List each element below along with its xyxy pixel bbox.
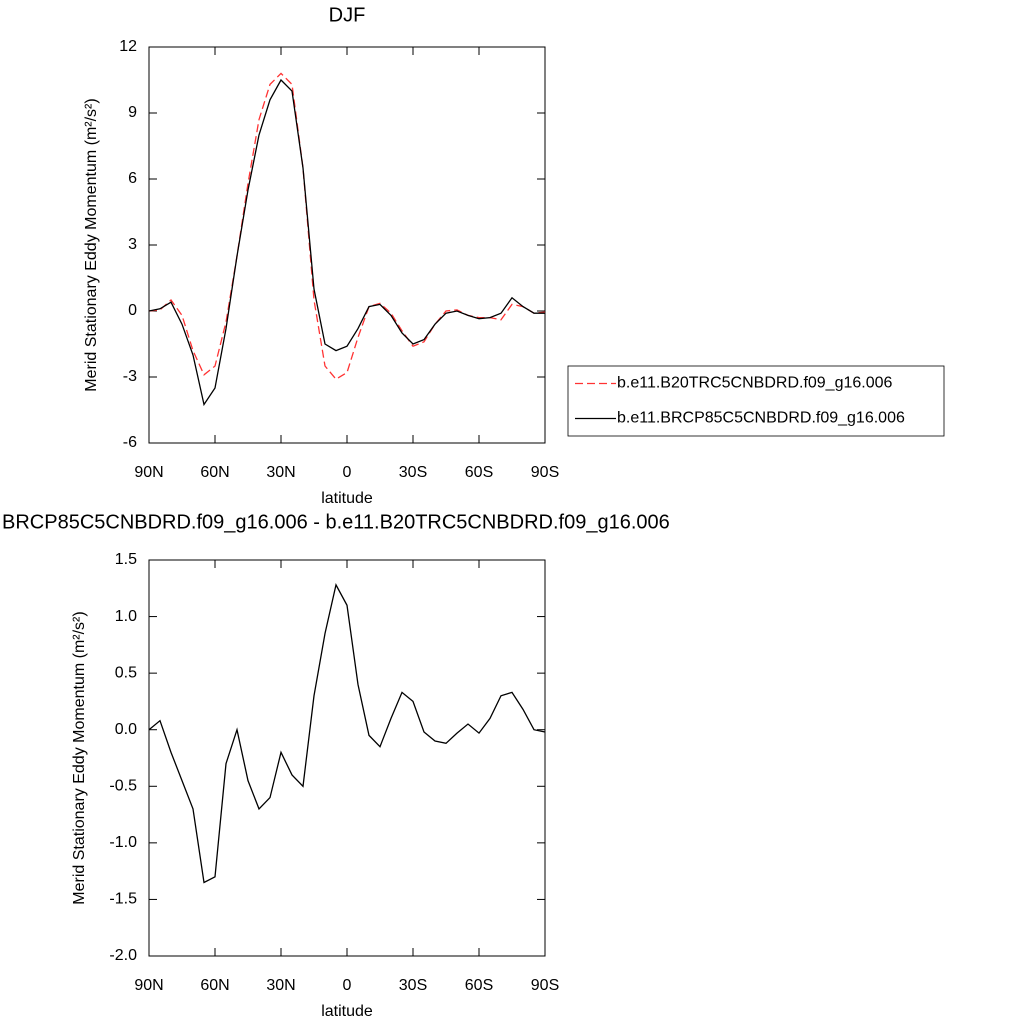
y-tick-label: -1.5 [109,891,137,908]
chart-title: BRCP85C5CNBDRD.f09_g16.006 - b.e11.B20TR… [2,511,670,533]
y-tick-label: -2.0 [109,947,137,964]
x-tick-label: 90N [134,464,163,481]
y-tick-label: 0.5 [115,664,137,681]
x-tick-label: 60N [200,464,229,481]
legend-label: b.e11.BRCP85C5CNBDRD.f09_g16.006 [617,410,905,427]
y-tick-label: 9 [128,104,137,121]
x-tick-label: 30N [266,977,295,994]
y-tick-label: -1.0 [109,834,137,851]
x-tick-label: 60S [465,977,493,994]
y-axis-label: Merid Stationary Eddy Momentum (m²/s²) [71,611,88,904]
y-tick-label: -3 [123,368,137,385]
x-tick-label: 90S [531,977,559,994]
x-tick-label: 30S [399,977,427,994]
y-tick-label: 12 [119,38,137,55]
x-tick-label: 0 [343,464,352,481]
y-tick-label: 1.0 [115,608,137,625]
y-tick-label: -0.5 [109,778,137,795]
y-tick-label: 3 [128,236,137,253]
y-axis-label: Merid Stationary Eddy Momentum (m²/s²) [83,98,100,391]
y-tick-label: 0.0 [115,721,137,738]
x-tick-label: 60N [200,977,229,994]
chart-title: DJF [329,4,366,26]
x-tick-label: 60S [465,464,493,481]
x-axis-label: latitude [321,1003,373,1020]
plot-frame [148,46,546,444]
x-tick-label: 90N [134,977,163,994]
series-line [148,72,546,381]
y-tick-label: -6 [123,434,137,451]
y-tick-label: 1.5 [115,551,137,568]
y-tick-label: 0 [128,302,137,319]
legend-box [567,365,945,437]
x-tick-label: 30S [399,464,427,481]
plot-frame [148,559,546,957]
series-line [148,78,545,407]
y-tick-label: 6 [128,170,137,187]
x-axis-label: latitude [321,490,373,507]
x-tick-label: 0 [343,977,352,994]
legend-label: b.e11.B20TRC5CNBDRD.f09_g16.006 [617,375,893,392]
series-line [148,583,546,884]
x-tick-label: 30N [266,464,295,481]
x-tick-label: 90S [531,464,559,481]
